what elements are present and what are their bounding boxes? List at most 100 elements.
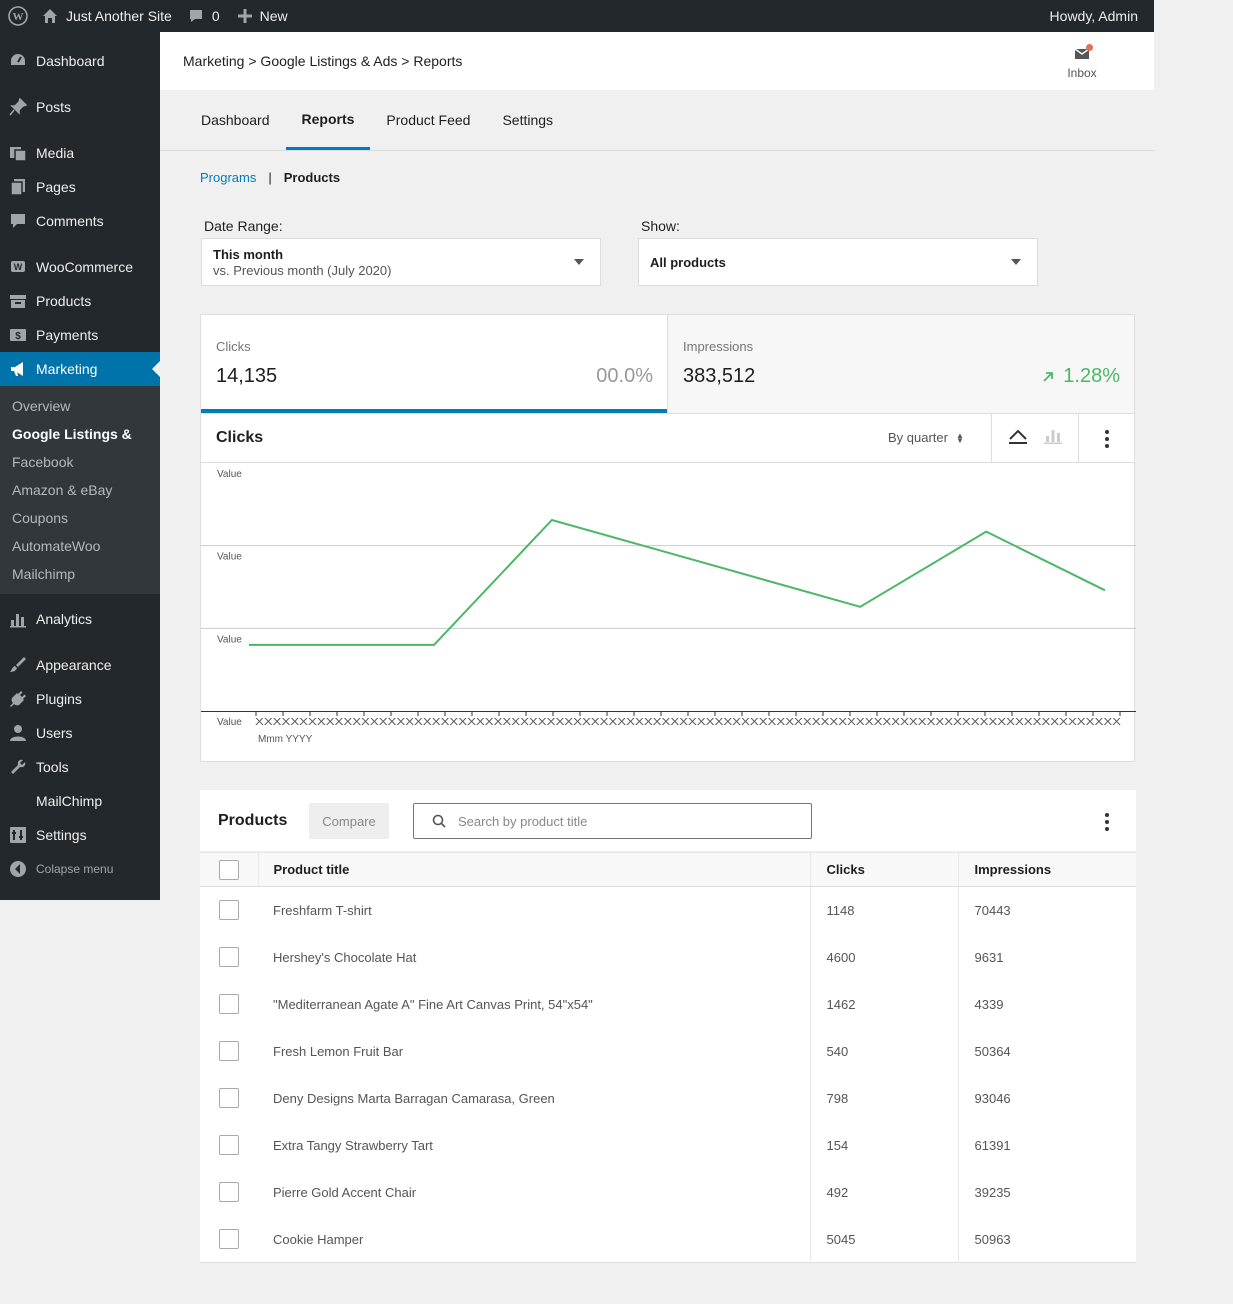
chart-more-button[interactable] (1079, 414, 1135, 463)
impressions-cell: 50364 (974, 1043, 1011, 1059)
sidebar-item-label: Dashboard (36, 53, 105, 69)
row-checkbox[interactable] (219, 1135, 239, 1155)
row-checkbox[interactable] (219, 1229, 239, 1249)
products-current: Products (283, 170, 341, 185)
sidebar-item-users[interactable]: Users (0, 716, 160, 750)
row-checkbox[interactable] (219, 1182, 239, 1202)
sidebar-item-plugins[interactable]: Plugins (0, 682, 160, 716)
site-name-link[interactable]: Just Another Site (36, 0, 172, 32)
show-value: All products (650, 255, 726, 270)
row-checkbox[interactable] (219, 900, 239, 921)
comments-count: 0 (211, 8, 220, 24)
product-title-cell: Deny Designs Marta Barragan Camarasa, Gr… (258, 1074, 811, 1122)
sidebar-item-label: Appearance (36, 657, 112, 673)
svg-text:W: W (13, 11, 24, 23)
product-title-cell: Freshfarm T-shirt (258, 886, 811, 934)
submenu-coupons[interactable]: Coupons (12, 510, 69, 526)
impressions-cell: 61391 (974, 1137, 1011, 1153)
column-header-impressions[interactable]: Impressions (958, 852, 1136, 887)
sidebar-item-label: Pages (36, 179, 76, 195)
sidebar-item-payments[interactable]: $ Payments (0, 318, 160, 352)
arrow-up-right-icon (1043, 371, 1054, 382)
woocommerce-icon: W (8, 257, 28, 277)
sidebar-item-products[interactable]: Products (0, 284, 160, 318)
home-icon (43, 9, 57, 23)
impressions-cell: 4339 (974, 996, 1004, 1012)
row-checkbox[interactable] (219, 1041, 239, 1061)
sidebar-item-comments[interactable]: Comments (0, 204, 160, 238)
collapse-menu-button[interactable]: Colapse menu (0, 852, 160, 886)
impressions-cell: 9631 (974, 949, 1004, 965)
table-more-button[interactable] (1090, 808, 1124, 836)
select-all-checkbox[interactable] (219, 859, 239, 880)
programs-link[interactable]: Programs (200, 170, 257, 185)
breadcrumb: Marketing > Google Listings & Ads > Repo… (183, 53, 463, 69)
tab-dashboard[interactable]: Dashboard (201, 112, 270, 128)
interval-select[interactable]: By quarter ▲ ▼ (888, 430, 964, 445)
sidebar-item-mailchimp[interactable]: MailChimp (0, 784, 160, 818)
product-title-cell: "Mediterranean Agate A" Fine Art Canvas … (258, 980, 811, 1028)
impressions-cell: 93046 (974, 1090, 1011, 1106)
tab-reports[interactable]: Reports (285, 90, 371, 150)
sidebar-item-settings[interactable]: Settings (0, 818, 160, 852)
submenu-facebook[interactable]: Facebook (12, 454, 74, 470)
row-checkbox-cell (200, 1075, 258, 1122)
table-row: Deny Designs Marta Barragan Camarasa, Gr… (200, 1074, 1136, 1122)
line-chart-button[interactable] (1008, 427, 1028, 450)
summary-card-clicks[interactable]: Clicks 14,135 00.0% (201, 315, 667, 413)
row-checkbox[interactable] (219, 1088, 239, 1108)
sidebar-item-appearance[interactable]: Appearance (0, 648, 160, 682)
search-field[interactable] (413, 803, 812, 839)
admin-bar: W Just Another Site 0 New Howdy, Admin (0, 0, 1154, 32)
sidebar-item-dashboard[interactable]: Dashboard (0, 44, 160, 78)
search-input[interactable] (458, 813, 778, 829)
column-header-clicks[interactable]: Clicks (810, 852, 959, 887)
clicks-cell: 492 (810, 1168, 959, 1216)
product-title-cell: Cookie Hamper (258, 1215, 811, 1263)
collapse-arrow-icon (8, 859, 28, 879)
sidebar-item-posts[interactable]: Posts (0, 90, 160, 124)
media-icon (8, 143, 28, 163)
impressions-cell: 50963 (974, 1231, 1011, 1247)
wordpress-logo-icon[interactable]: W (0, 0, 36, 32)
row-checkbox[interactable] (219, 947, 239, 967)
sidebar-item-tools[interactable]: Tools (0, 750, 160, 784)
tab-settings[interactable]: Settings (502, 112, 554, 128)
chevron-down-icon (574, 259, 584, 265)
inbox-label: Inbox (1067, 66, 1097, 80)
plug-icon (8, 689, 28, 709)
brush-icon (8, 655, 28, 675)
submenu-automatewoo[interactable]: AutomateWoo (12, 538, 101, 554)
sidebar-item-marketing[interactable]: Marketing (0, 352, 160, 386)
tab-product-feed[interactable]: Product Feed (386, 112, 471, 128)
sidebar-item-media[interactable]: Media (0, 136, 160, 170)
row-checkbox-cell (200, 1169, 258, 1216)
site-name: Just Another Site (66, 8, 172, 24)
inbox-button[interactable]: Inbox (1060, 44, 1104, 80)
y-tick-label: Value (217, 552, 242, 563)
submenu-overview[interactable]: Overview (12, 398, 71, 414)
summary-numbers: Clicks 14,135 00.0% Impressions 383,512 … (200, 314, 1135, 414)
comment-icon (189, 10, 202, 22)
date-range-select[interactable]: This month vs. Previous month (July 2020… (201, 238, 601, 286)
comments-link[interactable]: 0 (188, 0, 220, 32)
account-menu[interactable]: Howdy, Admin (1050, 0, 1154, 32)
sidebar-item-label: Payments (36, 327, 99, 343)
submenu-amazon-ebay[interactable]: Amazon & eBay (12, 482, 113, 498)
row-checkbox-cell (200, 1028, 258, 1075)
dollar-icon: $ (8, 325, 28, 345)
sidebar-item-label: Marketing (36, 361, 98, 377)
column-header-title[interactable]: Product title (258, 852, 811, 887)
show-select[interactable]: All products (638, 238, 1038, 286)
submenu-mailchimp[interactable]: Mailchimp (12, 566, 76, 582)
submenu-google-listings[interactable]: Google Listings & (12, 426, 132, 442)
compare-button[interactable]: Compare (309, 803, 389, 839)
row-checkbox[interactable] (219, 994, 239, 1014)
sidebar-item-analytics[interactable]: Analytics (0, 602, 160, 636)
summary-card-impressions[interactable]: Impressions 383,512 1.28% (667, 315, 1134, 413)
sidebar-item-pages[interactable]: Pages (0, 170, 160, 204)
new-content-link[interactable]: New (237, 0, 288, 32)
bar-chart-button[interactable] (1043, 427, 1063, 450)
sidebar-item-woocommerce[interactable]: W WooCommerce (0, 250, 160, 284)
table-title: Products (218, 812, 288, 829)
